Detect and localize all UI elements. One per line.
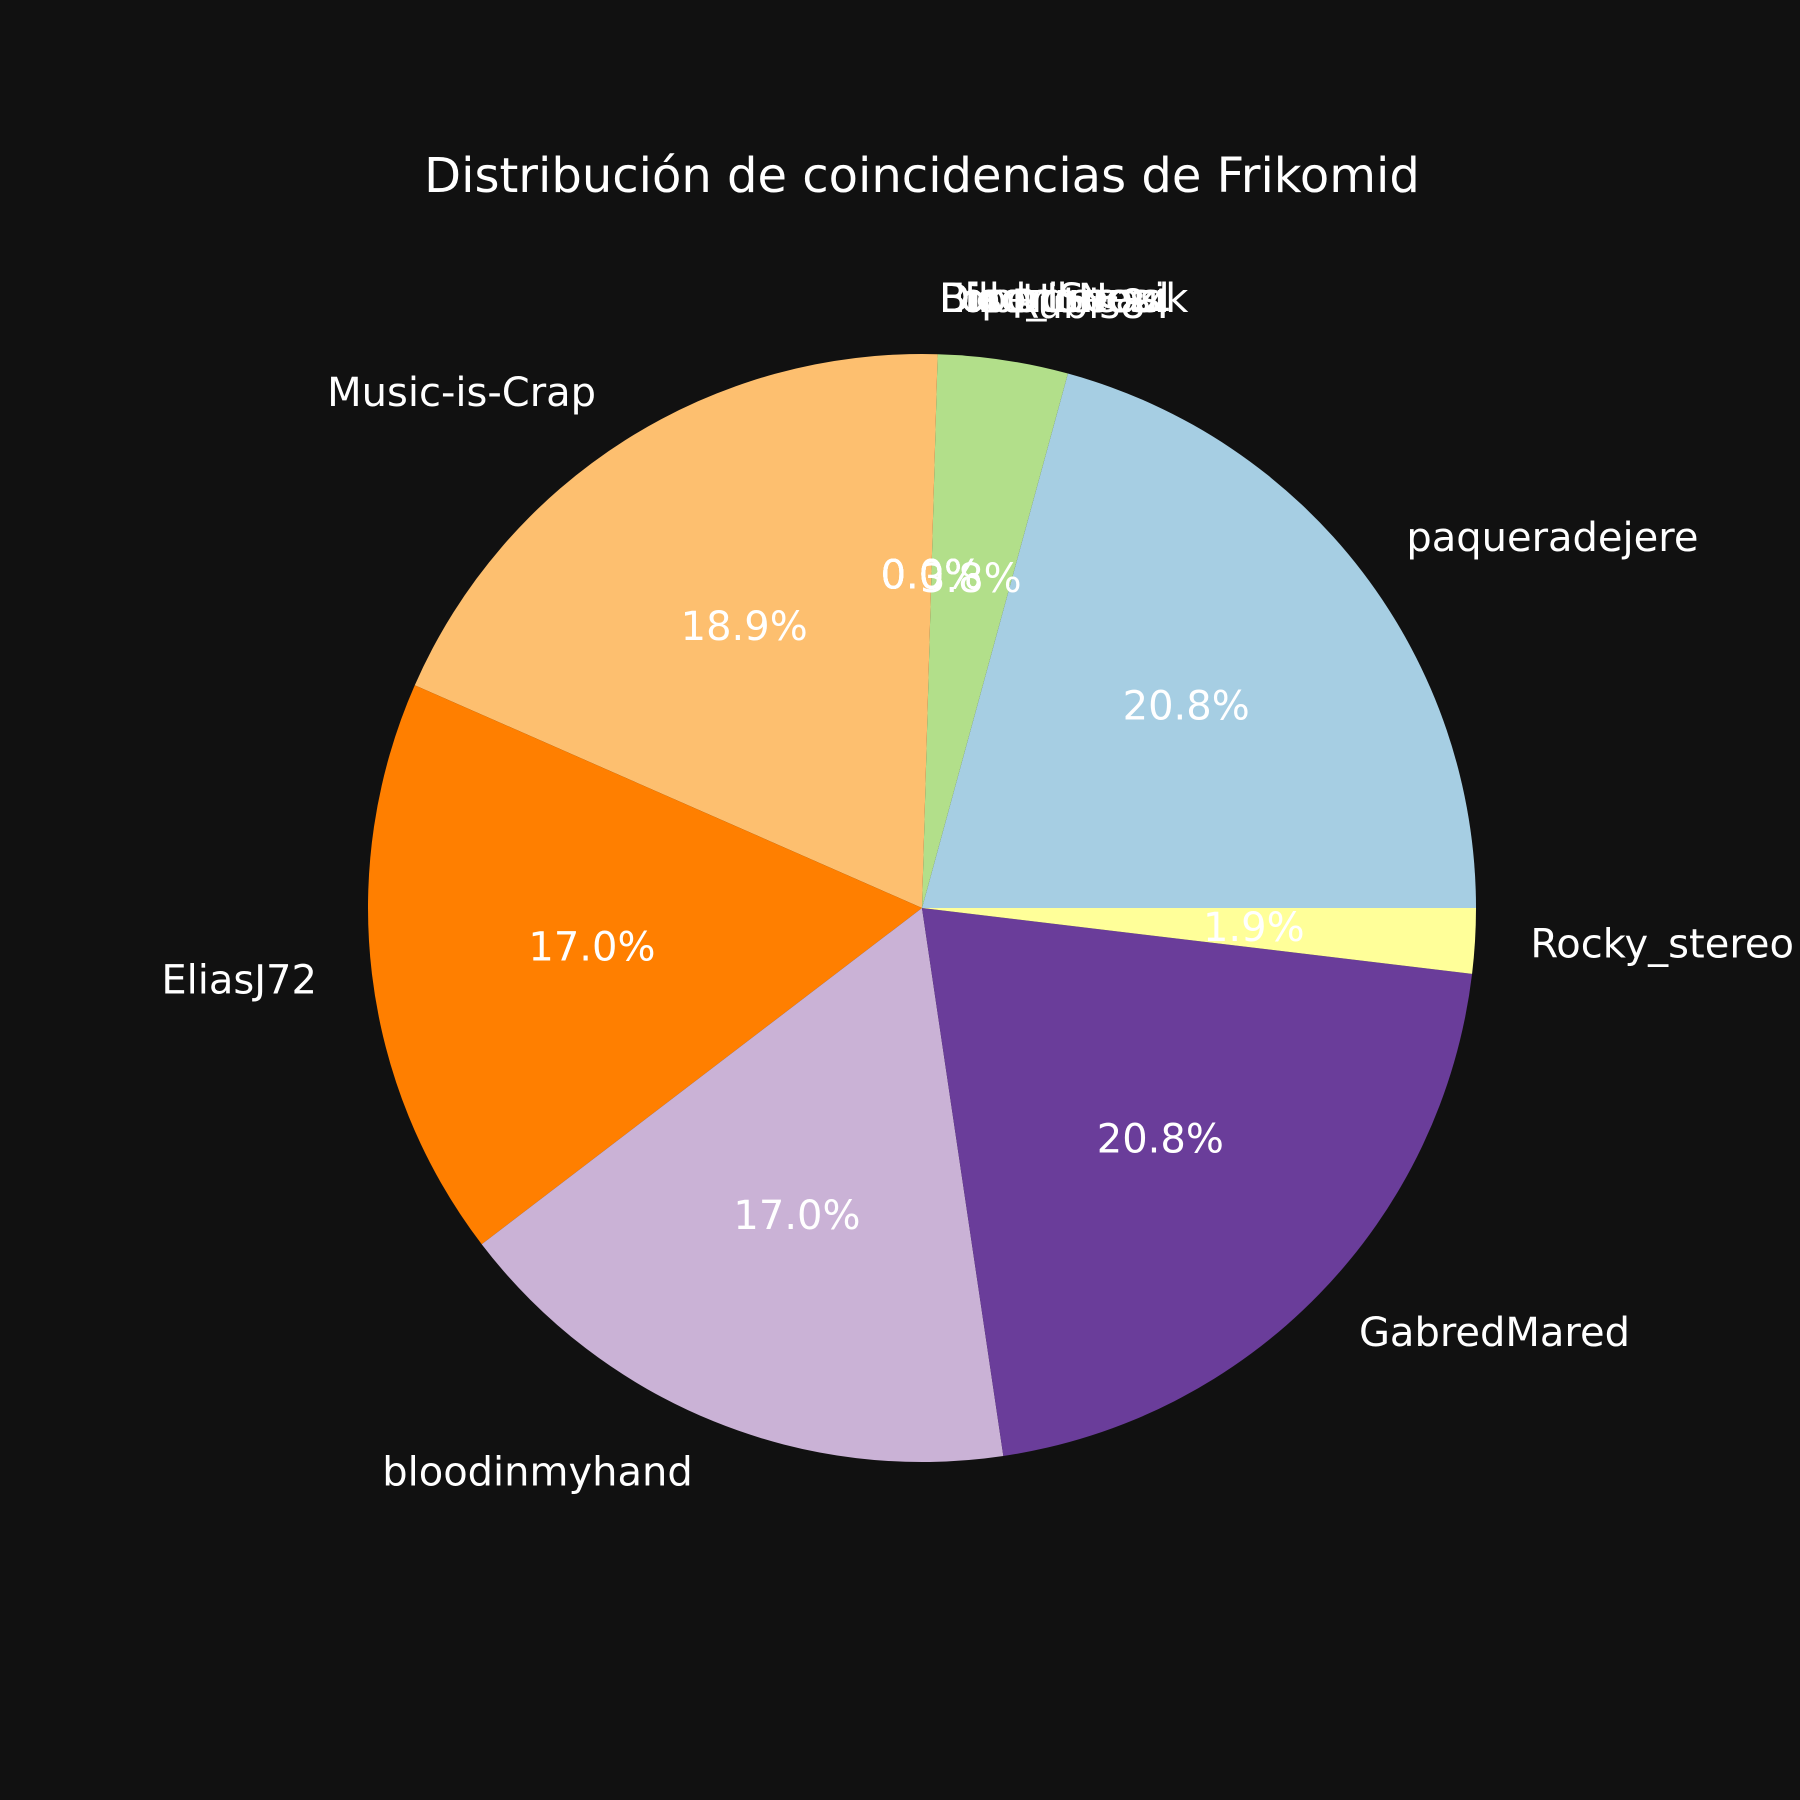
chart-title: Distribución de coincidencias de Frikomi… [424,148,1420,204]
slice-label-bloodinmyhand: bloodinmyhand [382,1450,693,1496]
pct-label-eliasj72: 17.0% [528,925,655,971]
pct-label-paqueradejere: 20.8% [1123,683,1250,729]
pie-slices [368,354,1476,1462]
pct-label-diperiseoul: 0.0% [881,553,983,599]
slice-label-gabredmared: GabredMared [1359,1310,1630,1356]
slice-label-diperiseoul: DiperiSeoul [939,276,1169,322]
pct-label-music-is-crap: 18.9% [681,604,808,650]
slice-label-music-is-crap: Music-is-Crap [327,370,596,416]
pct-label-rocky-stereo: 1.9% [1203,905,1305,951]
slice-label-paqueradejere: paqueradejere [1406,515,1698,561]
slice-label-rocky-stereo: Rocky_stereo [1530,921,1794,967]
pct-label-gabredmared: 20.8% [1097,1117,1224,1163]
slice-label-eliasj72: EliasJ72 [161,957,317,1003]
pct-label-bloodinmyhand: 17.0% [733,1193,860,1239]
